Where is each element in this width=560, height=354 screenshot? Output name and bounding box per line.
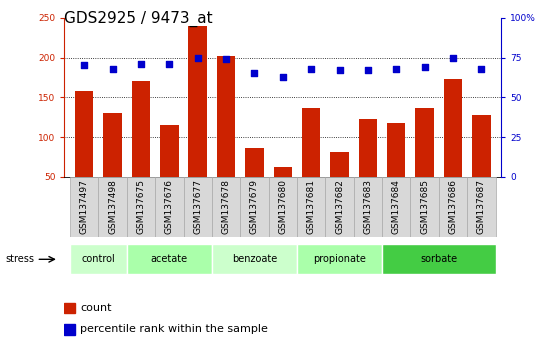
Text: propionate: propionate — [313, 254, 366, 264]
Bar — [212, 244, 297, 274]
Point — [165, 61, 174, 67]
Text: GSM137678: GSM137678 — [222, 179, 231, 234]
Text: percentile rank within the sample: percentile rank within the sample — [80, 324, 268, 334]
Bar — [444, 79, 462, 217]
Bar — [325, 177, 354, 237]
Text: GSM137675: GSM137675 — [137, 179, 146, 234]
Point — [449, 55, 458, 60]
Bar — [217, 56, 235, 217]
Bar — [189, 25, 207, 217]
Point — [193, 55, 202, 60]
Bar — [302, 108, 320, 217]
Text: GSM137685: GSM137685 — [420, 179, 429, 234]
Point — [278, 74, 287, 79]
Bar — [387, 123, 405, 217]
Bar — [64, 324, 75, 335]
Bar — [155, 177, 184, 237]
Point — [108, 66, 117, 72]
Bar — [240, 177, 269, 237]
Bar — [127, 244, 212, 274]
Bar — [269, 177, 297, 237]
Bar — [184, 177, 212, 237]
Bar — [439, 177, 467, 237]
Text: GDS2925 / 9473_at: GDS2925 / 9473_at — [64, 11, 213, 27]
Bar — [297, 244, 382, 274]
Bar — [467, 177, 496, 237]
Text: acetate: acetate — [151, 254, 188, 264]
Text: count: count — [80, 303, 111, 313]
Bar — [297, 177, 325, 237]
Text: stress: stress — [6, 254, 35, 264]
Bar — [358, 119, 377, 217]
Text: GSM137680: GSM137680 — [278, 179, 287, 234]
Text: GSM137676: GSM137676 — [165, 179, 174, 234]
Bar — [160, 125, 179, 217]
Bar — [410, 177, 439, 237]
Bar — [99, 177, 127, 237]
Bar — [70, 177, 99, 237]
Bar — [382, 244, 496, 274]
Text: sorbate: sorbate — [420, 254, 458, 264]
Bar — [104, 113, 122, 217]
Text: GSM137686: GSM137686 — [449, 179, 458, 234]
Point — [363, 67, 372, 73]
Point — [222, 56, 231, 62]
Point — [420, 64, 429, 70]
Point — [335, 67, 344, 73]
Point — [392, 66, 401, 72]
Text: GSM137681: GSM137681 — [307, 179, 316, 234]
Bar — [274, 167, 292, 217]
Point — [307, 66, 316, 72]
Text: GSM137683: GSM137683 — [363, 179, 372, 234]
Text: GSM137682: GSM137682 — [335, 179, 344, 234]
Bar — [70, 244, 127, 274]
Bar — [212, 177, 240, 237]
Bar — [64, 303, 75, 313]
Text: GSM137684: GSM137684 — [392, 179, 401, 234]
Point — [80, 63, 88, 68]
Text: control: control — [82, 254, 115, 264]
Bar — [245, 148, 264, 217]
Bar — [75, 91, 94, 217]
Bar — [330, 152, 349, 217]
Bar — [127, 177, 155, 237]
Point — [137, 61, 146, 67]
Point — [250, 70, 259, 76]
Text: GSM137497: GSM137497 — [80, 179, 88, 234]
Point — [477, 66, 486, 72]
Bar — [416, 108, 434, 217]
Text: GSM137677: GSM137677 — [193, 179, 202, 234]
Text: GSM137687: GSM137687 — [477, 179, 486, 234]
Bar — [382, 177, 410, 237]
Text: GSM137498: GSM137498 — [108, 179, 117, 234]
Bar — [354, 177, 382, 237]
Text: benzoate: benzoate — [232, 254, 277, 264]
Bar — [132, 81, 150, 217]
Bar — [472, 115, 491, 217]
Text: GSM137679: GSM137679 — [250, 179, 259, 234]
